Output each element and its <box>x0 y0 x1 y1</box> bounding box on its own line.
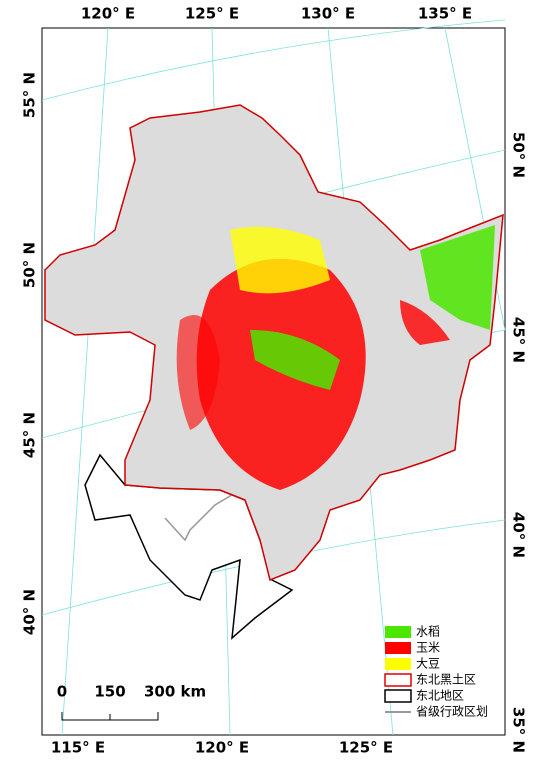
latitude-label: 55° N <box>21 72 39 118</box>
longitude-label: 130° E <box>301 5 355 23</box>
legend-swatch <box>384 689 412 703</box>
scale-label: 150 <box>94 683 125 701</box>
longitude-label: 135° E <box>418 5 472 23</box>
scale-label: 300 km <box>144 683 206 701</box>
crop-patches <box>176 225 495 490</box>
scale-bar <box>61 712 159 721</box>
latitude-label: 45° N <box>510 317 528 363</box>
latitude-label: 50° N <box>510 132 528 178</box>
latitude-label: 40° N <box>21 589 39 635</box>
longitude-label: 125° E <box>185 5 239 23</box>
legend-swatch <box>384 673 412 687</box>
legend-label: 东北黑土区 <box>416 673 476 687</box>
legend-swatch <box>385 626 411 638</box>
legend-label: 东北地区 <box>416 689 464 703</box>
legend-swatch <box>385 658 411 670</box>
latitude-label: 50° N <box>21 242 39 288</box>
longitude-label: 120° E <box>81 5 135 23</box>
legend-label: 玉米 <box>416 641 440 655</box>
longitude-label: 115° E <box>51 739 105 757</box>
longitude-label: 125° E <box>339 739 393 757</box>
scale-label: 0 <box>57 683 67 701</box>
latitude-label: 40° N <box>510 512 528 558</box>
legend-label: 省级行政区划 <box>416 705 488 719</box>
longitude-label: 120° E <box>195 739 249 757</box>
latitude-label: 35° N <box>510 707 528 753</box>
province-boundary <box>164 489 241 542</box>
legend-label: 水稻 <box>416 625 440 639</box>
latitude-label: 45° N <box>21 412 39 458</box>
legend-swatch <box>385 642 411 654</box>
legend-label: 大豆 <box>416 657 440 671</box>
